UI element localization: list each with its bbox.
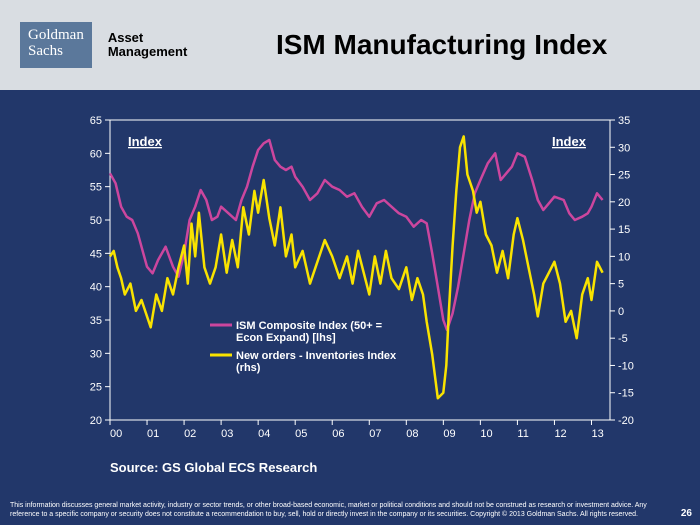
svg-text:09: 09 bbox=[443, 428, 455, 440]
gs-logo: Goldman Sachs bbox=[20, 22, 92, 68]
svg-text:35: 35 bbox=[618, 115, 630, 127]
svg-text:5: 5 bbox=[618, 279, 624, 291]
svg-text:25: 25 bbox=[618, 170, 630, 182]
svg-text:35: 35 bbox=[90, 315, 102, 327]
svg-text:-10: -10 bbox=[618, 360, 634, 372]
logo-sub-2: Management bbox=[108, 45, 187, 59]
chart-svg: 20253035404550556065-20-15-10-5051015202… bbox=[80, 110, 640, 440]
svg-text:40: 40 bbox=[90, 282, 102, 294]
svg-text:15: 15 bbox=[618, 224, 630, 236]
svg-text:50: 50 bbox=[90, 215, 102, 227]
svg-text:ISM Composite Index (50+ =: ISM Composite Index (50+ = bbox=[236, 320, 382, 332]
svg-text:60: 60 bbox=[90, 148, 102, 160]
svg-text:04: 04 bbox=[258, 428, 270, 440]
svg-text:08: 08 bbox=[406, 428, 418, 440]
svg-text:0: 0 bbox=[618, 306, 624, 318]
svg-text:03: 03 bbox=[221, 428, 233, 440]
svg-text:(rhs): (rhs) bbox=[236, 362, 261, 374]
svg-text:Index: Index bbox=[552, 134, 587, 149]
svg-text:55: 55 bbox=[90, 182, 102, 194]
svg-text:05: 05 bbox=[295, 428, 307, 440]
svg-text:-15: -15 bbox=[618, 388, 634, 400]
svg-text:45: 45 bbox=[90, 248, 102, 260]
svg-text:New orders - Inventories Index: New orders - Inventories Index bbox=[236, 350, 397, 362]
page-number: 26 bbox=[681, 508, 692, 519]
svg-text:02: 02 bbox=[184, 428, 196, 440]
logo-sub-1: Asset bbox=[108, 31, 187, 45]
logo-line-1: Goldman bbox=[28, 28, 84, 44]
chart: 20253035404550556065-20-15-10-5051015202… bbox=[80, 110, 640, 440]
page-title: ISM Manufacturing Index bbox=[203, 29, 680, 61]
svg-text:11: 11 bbox=[517, 428, 528, 440]
svg-text:13: 13 bbox=[591, 428, 603, 440]
svg-text:20: 20 bbox=[90, 415, 102, 427]
header: Goldman Sachs Asset Management ISM Manuf… bbox=[0, 0, 700, 90]
svg-text:07: 07 bbox=[369, 428, 381, 440]
svg-text:Index: Index bbox=[128, 134, 163, 149]
logo-subtext: Asset Management bbox=[108, 31, 187, 60]
logo-line-2: Sachs bbox=[28, 44, 84, 60]
disclaimer: This information discusses general marke… bbox=[10, 502, 650, 519]
svg-text:30: 30 bbox=[90, 348, 102, 360]
svg-text:25: 25 bbox=[90, 382, 102, 394]
svg-text:10: 10 bbox=[618, 251, 630, 263]
svg-text:00: 00 bbox=[110, 428, 122, 440]
svg-text:20: 20 bbox=[618, 197, 630, 209]
svg-text:01: 01 bbox=[147, 428, 159, 440]
svg-text:12: 12 bbox=[554, 428, 566, 440]
svg-text:-20: -20 bbox=[618, 415, 634, 427]
source-line: Source: GS Global ECS Research bbox=[110, 460, 317, 475]
svg-text:10: 10 bbox=[480, 428, 492, 440]
svg-text:30: 30 bbox=[618, 142, 630, 154]
svg-text:Econ Expand) [lhs]: Econ Expand) [lhs] bbox=[236, 332, 336, 344]
svg-text:-5: -5 bbox=[618, 333, 628, 345]
svg-text:65: 65 bbox=[90, 115, 102, 127]
svg-text:06: 06 bbox=[332, 428, 344, 440]
